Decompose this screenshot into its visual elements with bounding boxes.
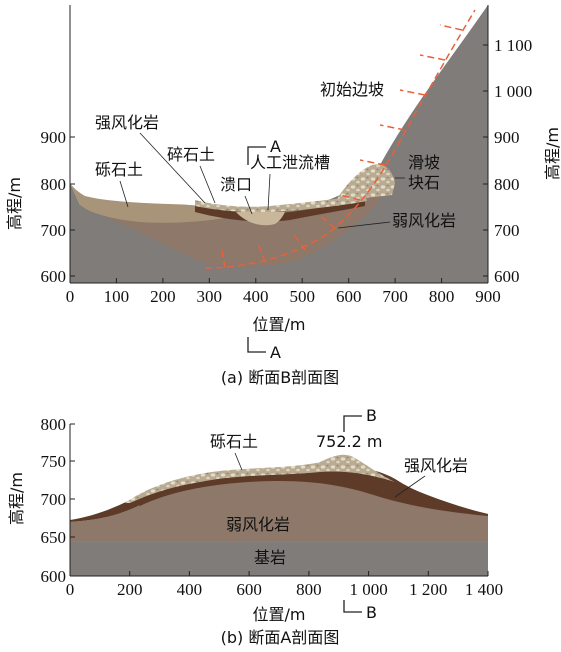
x-tick-label: 900 (475, 287, 501, 306)
y-tick-label: 1 100 (494, 36, 532, 55)
y-tick-labels-right-a: 600 700 800 900 1 000 1 100 (494, 36, 532, 286)
y-tick-label: 800 (494, 175, 520, 194)
y-tick-label: 700 (41, 490, 67, 509)
leader-line (119, 180, 129, 208)
x-axis-label-b: 位置/m (253, 605, 306, 624)
panel-b: 0 200 400 600 800 1 000 1 200 1 400 600 … (7, 406, 503, 647)
label-strong-weathered: 强风化岩 (95, 113, 159, 132)
y-tick-label: 1 000 (494, 82, 532, 101)
gravel-soil-b (125, 454, 395, 503)
x-ticks-b (69, 571, 489, 576)
x-tick-label: 1 200 (409, 580, 447, 599)
x-axis-label: 位置/m (253, 315, 306, 334)
initial-slope-lines (204, 9, 476, 269)
y-tick-label: 900 (41, 128, 67, 147)
leader-line (337, 221, 391, 229)
leader-line (234, 452, 243, 471)
section-mark-label: B (366, 406, 377, 425)
caption-b: (b) 断面A剖面图 (221, 628, 340, 647)
y-tick-label: 600 (41, 567, 67, 586)
x-ticks-a (69, 278, 489, 283)
caption-a: (a) 断面B剖面图 (221, 368, 339, 387)
y-tick-label: 900 (494, 128, 520, 147)
x-tick-label: 600 (236, 580, 262, 599)
y-axis-label-b: 高程/m (7, 472, 26, 525)
y-axis-label-right: 高程/m (543, 127, 561, 180)
y-tick-label: 700 (41, 221, 67, 240)
x-tick-label: 100 (104, 287, 130, 306)
x-tick-label: 300 (197, 287, 223, 306)
y-tick-label: 800 (41, 415, 67, 434)
x-tick-label: 700 (382, 287, 408, 306)
axes-a (69, 5, 489, 284)
label-bedrock: 基岩 (254, 548, 286, 567)
y-tick-label: 600 (494, 267, 520, 286)
x-tick-label: 0 (66, 287, 75, 306)
x-tick-label: 400 (177, 580, 203, 599)
label-initial-slope: 初始边坡 (320, 80, 384, 99)
strong-weathered-b-top (130, 467, 488, 516)
label-crushed-soil: 碎石土 (167, 145, 215, 164)
section-mark-label: A (270, 137, 281, 156)
section-mark-a-top (247, 146, 266, 165)
x-tick-labels-b: 0 200 400 600 800 1 000 1 200 1 400 (66, 580, 503, 599)
crushed-soil-a (195, 195, 367, 213)
y-ticks-b (70, 423, 75, 577)
leader-line (394, 475, 426, 498)
label-weak-weathered-b: 弱风化岩 (226, 515, 290, 534)
label-breach: 溃口 (220, 175, 252, 194)
panel-a: 0 100 200 300 400 500 600 700 800 900 60… (5, 5, 561, 387)
x-tick-label: 600 (336, 287, 362, 306)
landslide-a (338, 164, 395, 199)
y-tick-labels-b: 600 650 700 750 800 (41, 415, 67, 586)
label-strong-weathered-b: 强风化岩 (404, 456, 468, 475)
x-tick-label: 1 000 (349, 580, 387, 599)
y-ticks-left-a (70, 136, 75, 277)
section-mark-label: B (366, 603, 377, 622)
label-gravel-soil-b: 砾石土 (210, 432, 258, 451)
x-tick-labels-a: 0 100 200 300 400 500 600 700 800 900 (66, 287, 501, 306)
bedrock-b (70, 541, 488, 576)
weak-weathered-b (70, 480, 488, 541)
y-tick-label: 800 (41, 175, 67, 194)
y-tick-label: 650 (41, 528, 67, 547)
y-tick-label: 750 (41, 452, 67, 471)
y-tick-label: 700 (494, 221, 520, 240)
x-tick-label: 800 (296, 580, 322, 599)
section-mark-label: A (270, 343, 281, 362)
strong-weathered-a (195, 200, 365, 222)
section-mark-b-top (343, 415, 362, 432)
gravel-soil-a (70, 183, 230, 223)
breach-a (236, 212, 285, 226)
x-tick-label: 0 (66, 580, 75, 599)
x-tick-label: 800 (429, 287, 455, 306)
x-tick-label: 400 (243, 287, 269, 306)
label-weak-weathered: 弱风化岩 (392, 211, 456, 230)
x-tick-label: 200 (117, 580, 143, 599)
section-mark-a-bottom (247, 337, 266, 353)
label-landslide: 滑坡 (408, 153, 440, 172)
leader-line (267, 173, 271, 211)
x-tick-label: 1 400 (465, 580, 503, 599)
y-tick-labels-left-a: 600 700 800 900 (41, 128, 67, 286)
leader-line (199, 165, 216, 204)
section-mark-b-bottom (343, 600, 362, 613)
label-block-stone: 块石 (408, 173, 440, 192)
y-ticks-right-a (483, 44, 488, 277)
x-tick-label: 200 (150, 287, 176, 306)
label-spillway: 人工泄流槽 (250, 153, 330, 172)
label-peak: 752.2 m (316, 432, 382, 451)
leader-line (139, 132, 206, 204)
y-tick-label: 600 (41, 267, 67, 286)
y-axis-label-left: 高程/m (5, 177, 24, 230)
label-gravel-soil: 砾石土 (95, 160, 143, 179)
leader-line (244, 195, 253, 215)
x-tick-label: 500 (289, 287, 315, 306)
axes-b (69, 424, 488, 577)
